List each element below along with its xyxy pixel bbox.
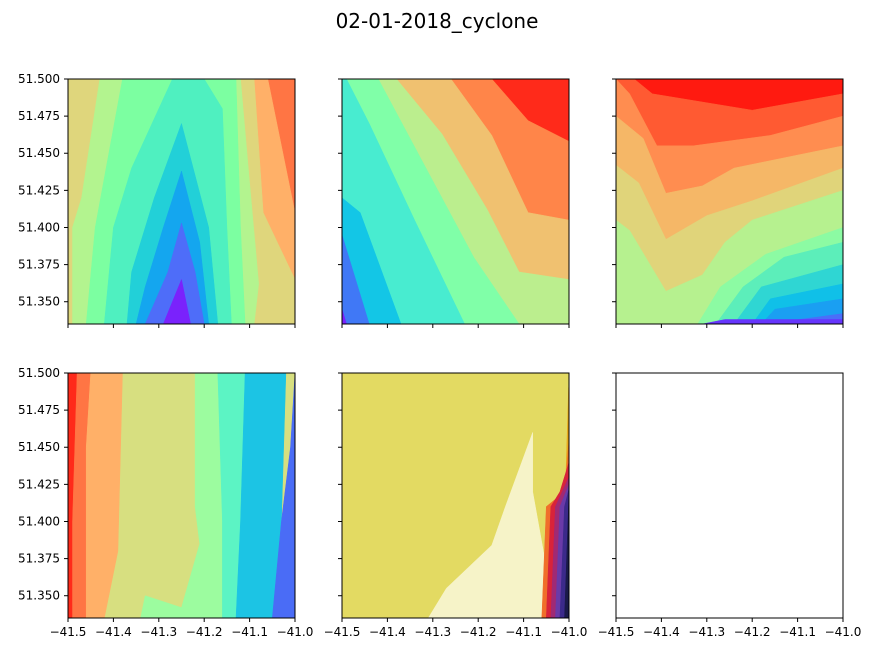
contour-level-region: [272, 373, 295, 618]
contour-level-region: [68, 373, 78, 618]
x-tick-label: −41.1: [231, 625, 268, 639]
contour-level-region: [217, 373, 246, 618]
x-tick-label: −41.2: [186, 625, 223, 639]
y-tick-label: 51.350: [18, 589, 60, 603]
contour-level-region: [342, 234, 370, 324]
x-tick-label: −41.1: [779, 625, 816, 639]
y-tick-label: 51.375: [18, 552, 60, 566]
axes-frame: [341, 372, 570, 619]
x-tick-label: −41.5: [598, 625, 635, 639]
contour-fills: [342, 79, 569, 324]
y-tick-label: 51.500: [18, 366, 60, 380]
x-tick-label: −41.3: [140, 625, 177, 639]
contour-level-region: [564, 491, 569, 618]
y-tick-label: 51.350: [18, 295, 60, 309]
x-tick-label: −41.4: [369, 625, 406, 639]
contour-level-region: [702, 319, 843, 324]
y-tick-label: 51.400: [18, 514, 60, 528]
chart-title: 02-01-2018_cyclone: [336, 9, 539, 33]
contour-panel-1: 51.350 51.375 51.400 51.425 51.450 51.475 51.5…: [18, 72, 296, 328]
x-tick-label: −41.5: [324, 625, 361, 639]
x-tick-label: −41.1: [505, 625, 542, 639]
contour-level-region: [342, 309, 347, 324]
y-tick-label: 51.375: [18, 258, 60, 272]
x-tick-label: −41.3: [688, 625, 725, 639]
contour-fills: [68, 79, 295, 324]
contour-panel-5: −41.5 −41.4 −41.3 −41.2 −41.1 −41.0: [324, 372, 588, 639]
contour-level-region: [616, 298, 843, 324]
axes-frame: [341, 78, 570, 325]
axes-frame: [615, 372, 844, 619]
contour-fills: [342, 373, 569, 618]
contour-level-region: [163, 278, 191, 324]
x-tick-label: −41.0: [277, 625, 314, 639]
contour-level-region: [550, 373, 569, 389]
x-tick-label: −41.5: [50, 625, 87, 639]
x-tick-label: −41.3: [414, 625, 451, 639]
panels-group: 51.350 51.375 51.400 51.425 51.450 51.475 51.5…: [18, 72, 861, 639]
contour-level-region: [85, 373, 123, 618]
axes-frame: [67, 78, 296, 325]
x-tick-label: −41.0: [825, 625, 862, 639]
y-tick-label: 51.475: [18, 403, 60, 417]
contour-level-region: [144, 222, 205, 324]
x-tick-label: −41.2: [460, 625, 497, 639]
contour-fills: [68, 373, 295, 618]
x-tick-label: −41.4: [95, 625, 132, 639]
contour-panel-3: [612, 78, 844, 328]
axes-frame: [615, 78, 844, 325]
x-tick-label: −41.0: [551, 625, 588, 639]
x-tick-label: −41.2: [734, 625, 771, 639]
contour-panel-6: −41.5 −41.4 −41.3 −41.2 −41.1 −41.0: [598, 372, 862, 639]
y-tick-label: 51.500: [18, 72, 60, 86]
contour-level-region: [235, 373, 287, 618]
y-tick-label: 51.475: [18, 109, 60, 123]
contour-panel-4: −41.5 −41.4 −41.3 −41.2 −41.1 −41.0 51.350 51.3…: [18, 366, 313, 639]
y-tick-label: 51.450: [18, 146, 60, 160]
y-tick-label: 51.400: [18, 220, 60, 234]
y-tick-label: 51.425: [18, 183, 60, 197]
y-tick-label: 51.425: [18, 477, 60, 491]
x-tick-label: −41.4: [643, 625, 680, 639]
y-tick-label: 51.450: [18, 440, 60, 454]
axes-frame: [67, 372, 296, 619]
contour-fills: [616, 79, 843, 324]
contour-panel-2: [338, 78, 570, 328]
